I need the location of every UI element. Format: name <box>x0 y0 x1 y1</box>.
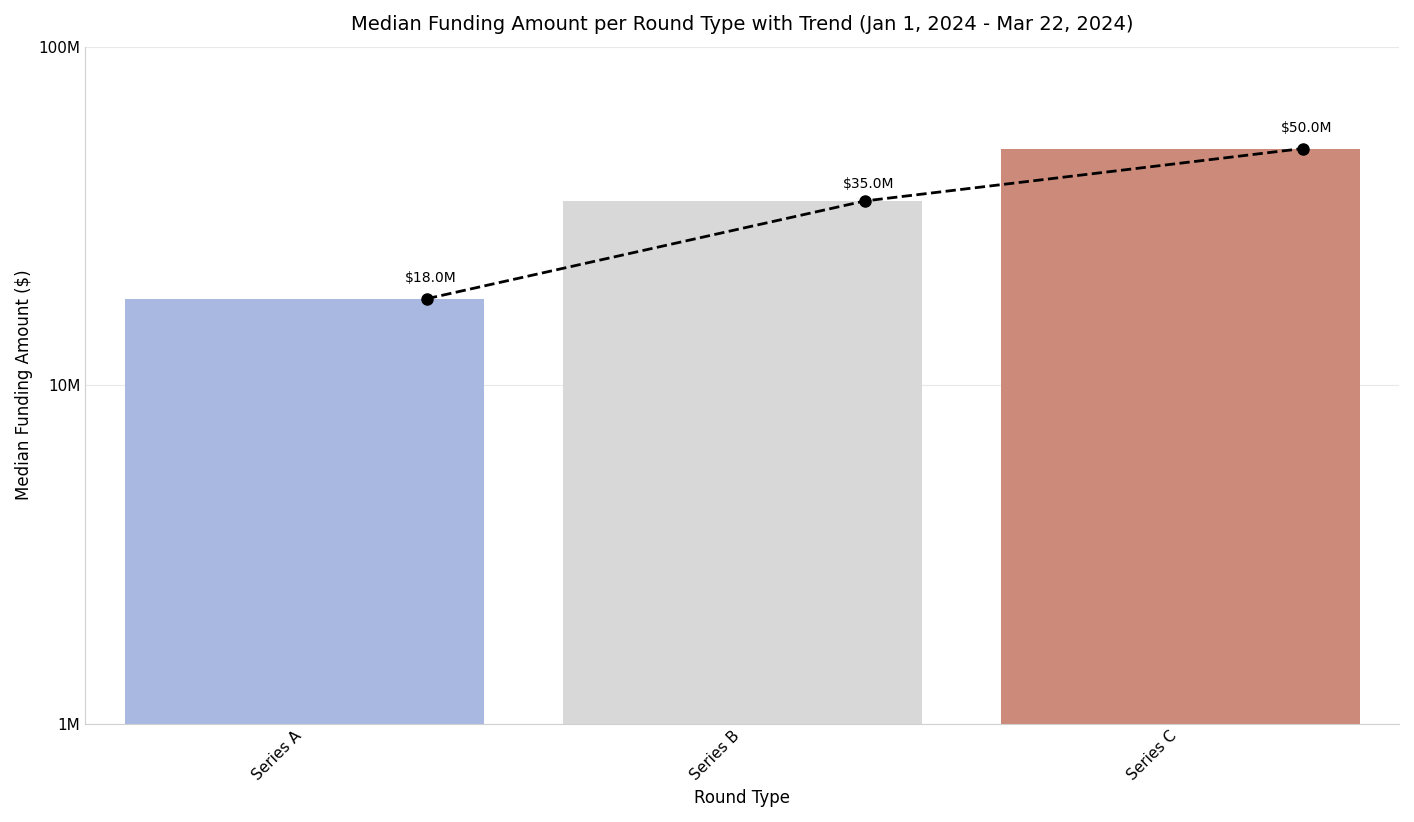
Bar <box>124 298 484 822</box>
Bar <box>563 201 922 822</box>
X-axis label: Round Type: Round Type <box>694 789 790 807</box>
Title: Median Funding Amount per Round Type with Trend (Jan 1, 2024 - Mar 22, 2024): Median Funding Amount per Round Type wit… <box>351 15 1134 34</box>
Text: $18.0M: $18.0M <box>404 270 457 284</box>
Text: $35.0M: $35.0M <box>843 177 895 191</box>
Bar <box>1001 149 1360 822</box>
Text: $50.0M: $50.0M <box>1281 121 1332 135</box>
Y-axis label: Median Funding Amount ($): Median Funding Amount ($) <box>16 270 33 501</box>
